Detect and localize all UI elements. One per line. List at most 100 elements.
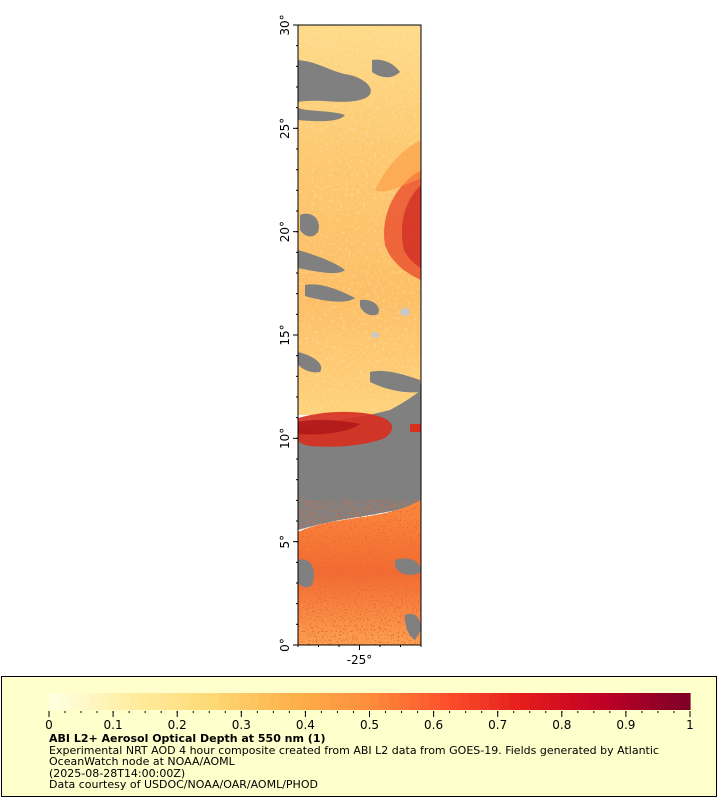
colorbar-swatch bbox=[479, 693, 491, 710]
colorbar-swatch bbox=[619, 693, 631, 710]
colorbar-swatch bbox=[179, 693, 190, 710]
colorbar-swatch bbox=[69, 693, 80, 710]
colorbar-tick-label: 0.4 bbox=[296, 718, 315, 732]
colorbar-swatch bbox=[379, 693, 391, 710]
colorbar-tick-label: 0.3 bbox=[232, 718, 251, 732]
colorbar: 0 0.1 0.2 0.3 0.4 0.5 0.6 0.7 0.8 0.9 1 bbox=[45, 693, 694, 732]
colorbar-swatch bbox=[489, 693, 501, 710]
lat-tick-label: 25° bbox=[278, 118, 292, 139]
colorbar-swatch bbox=[369, 693, 381, 710]
colorbar-swatch bbox=[569, 693, 581, 710]
aod-plume-core bbox=[401, 185, 421, 268]
colorbar-swatch bbox=[439, 693, 451, 710]
colorbar-swatch bbox=[509, 693, 521, 710]
colorbar-swatch bbox=[199, 693, 210, 710]
no-data-patch bbox=[298, 250, 345, 274]
colorbar-swatch bbox=[49, 693, 60, 710]
colorbar-swatch bbox=[499, 693, 511, 710]
colorbar-swatch bbox=[389, 693, 401, 710]
colorbar-swatch bbox=[589, 693, 601, 710]
colorbar-swatch bbox=[399, 693, 411, 710]
cloud-speck bbox=[400, 308, 410, 316]
lon-tick-label: -25° bbox=[347, 653, 373, 667]
aerosol-field bbox=[298, 25, 421, 645]
legend-panel: 0 0.1 0.2 0.3 0.4 0.5 0.6 0.7 0.8 0.9 1 ABI L2+ Ae… bbox=[1, 676, 717, 797]
lat-tick-label: 30° bbox=[278, 14, 292, 35]
colorbar-swatch bbox=[599, 693, 611, 710]
no-data-patch bbox=[370, 370, 421, 393]
colorbar-swatch bbox=[639, 693, 651, 710]
aod-high-speck bbox=[410, 424, 421, 432]
colorbar-swatch bbox=[229, 693, 240, 710]
colorbar-tick-label: 0.2 bbox=[168, 718, 187, 732]
colorbar-swatch bbox=[469, 693, 481, 710]
colorbar-tick-label: 0.6 bbox=[424, 718, 443, 732]
colorbar-swatch bbox=[519, 693, 531, 710]
colorbar-swatch bbox=[609, 693, 621, 710]
cloud-speck bbox=[371, 332, 379, 338]
map-svg: 0° 5° 10° 15° 20° 25° 30° -25° bbox=[278, 14, 422, 667]
no-data-patch bbox=[298, 60, 371, 102]
colorbar-swatch bbox=[159, 693, 170, 710]
colorbar-swatch bbox=[249, 693, 260, 710]
colorbar-swatch bbox=[359, 693, 371, 710]
colorbar-swatch bbox=[79, 693, 90, 710]
aod-plume-edge bbox=[375, 140, 421, 192]
colorbar-swatch bbox=[549, 693, 561, 710]
legend-timestamp: (2025-08-28T14:00:00Z) bbox=[49, 766, 186, 780]
colorbar-swatch bbox=[149, 693, 160, 710]
colorbar-tick-label: 1 bbox=[686, 718, 694, 732]
colorbar-tick-label: 0.1 bbox=[104, 718, 123, 732]
colorbar-swatch bbox=[259, 693, 270, 710]
colorbar-swatch bbox=[129, 693, 140, 710]
colorbar-swatch bbox=[669, 693, 681, 710]
lat-tick-label: 0° bbox=[278, 638, 292, 652]
colorbar-swatch bbox=[309, 693, 321, 710]
colorbar-swatch bbox=[269, 693, 280, 710]
no-data-patch bbox=[372, 59, 400, 78]
colorbar-swatch bbox=[289, 693, 300, 710]
colorbar-swatch bbox=[539, 693, 551, 710]
colorbar-swatch bbox=[339, 693, 351, 710]
colorbar-swatch bbox=[419, 693, 431, 710]
colorbar-swatch bbox=[409, 693, 421, 710]
colorbar-swatch bbox=[109, 693, 120, 710]
lat-tick-label: 15° bbox=[278, 324, 292, 345]
colorbar-swatch bbox=[459, 693, 471, 710]
colorbar-swatch bbox=[239, 693, 250, 710]
lat-tick-label: 10° bbox=[278, 428, 292, 449]
colorbar-swatch bbox=[189, 693, 200, 710]
colorbar-swatch bbox=[89, 693, 100, 710]
no-data-patch bbox=[360, 299, 379, 316]
lat-tick-label: 5° bbox=[278, 535, 292, 549]
legend-title: ABI L2+ Aerosol Optical Depth at 550 nm … bbox=[49, 732, 326, 745]
colorbar-swatch bbox=[59, 693, 70, 710]
colorbar-svg: 0 0.1 0.2 0.3 0.4 0.5 0.6 0.7 0.8 0.9 1 bbox=[45, 693, 694, 732]
legend-description: Experimental NRT AOD 4 hour composite cr… bbox=[49, 743, 659, 768]
colorbar-swatch bbox=[329, 693, 341, 710]
colorbar-swatch bbox=[279, 693, 290, 710]
legend-text: ABI L2+ Aerosol Optical Depth at 550 nm … bbox=[49, 733, 699, 791]
colorbar-swatch bbox=[659, 693, 671, 710]
legend-credit: Data courtesy of USDOC/NOAA/OAR/AOML/PHO… bbox=[49, 778, 318, 791]
colorbar-swatch bbox=[579, 693, 591, 710]
colorbar-swatch bbox=[139, 693, 150, 710]
colorbar-tick-label: 0 bbox=[45, 718, 53, 732]
colorbar-swatch bbox=[119, 693, 130, 710]
no-data-patch bbox=[395, 558, 421, 575]
colorbar-tick-label: 0.9 bbox=[616, 718, 635, 732]
no-data-patch bbox=[298, 352, 322, 373]
no-data-patch bbox=[298, 559, 315, 588]
no-data-patch bbox=[300, 213, 319, 237]
no-data-patch bbox=[298, 108, 345, 122]
colorbar-swatch bbox=[99, 693, 110, 710]
colorbar-swatch bbox=[349, 693, 361, 710]
no-data-patch bbox=[404, 613, 421, 640]
colorbar-swatch bbox=[679, 693, 691, 710]
colorbar-swatch bbox=[319, 693, 331, 710]
map-area: 0° 5° 10° 15° 20° 25° 30° -25° bbox=[278, 14, 422, 667]
colorbar-swatch bbox=[529, 693, 541, 710]
map-axes: 0° 5° 10° 15° 20° 25° 30° -25° bbox=[278, 14, 422, 667]
lat-tick-label: 20° bbox=[278, 221, 292, 242]
colorbar-swatch bbox=[209, 693, 220, 710]
